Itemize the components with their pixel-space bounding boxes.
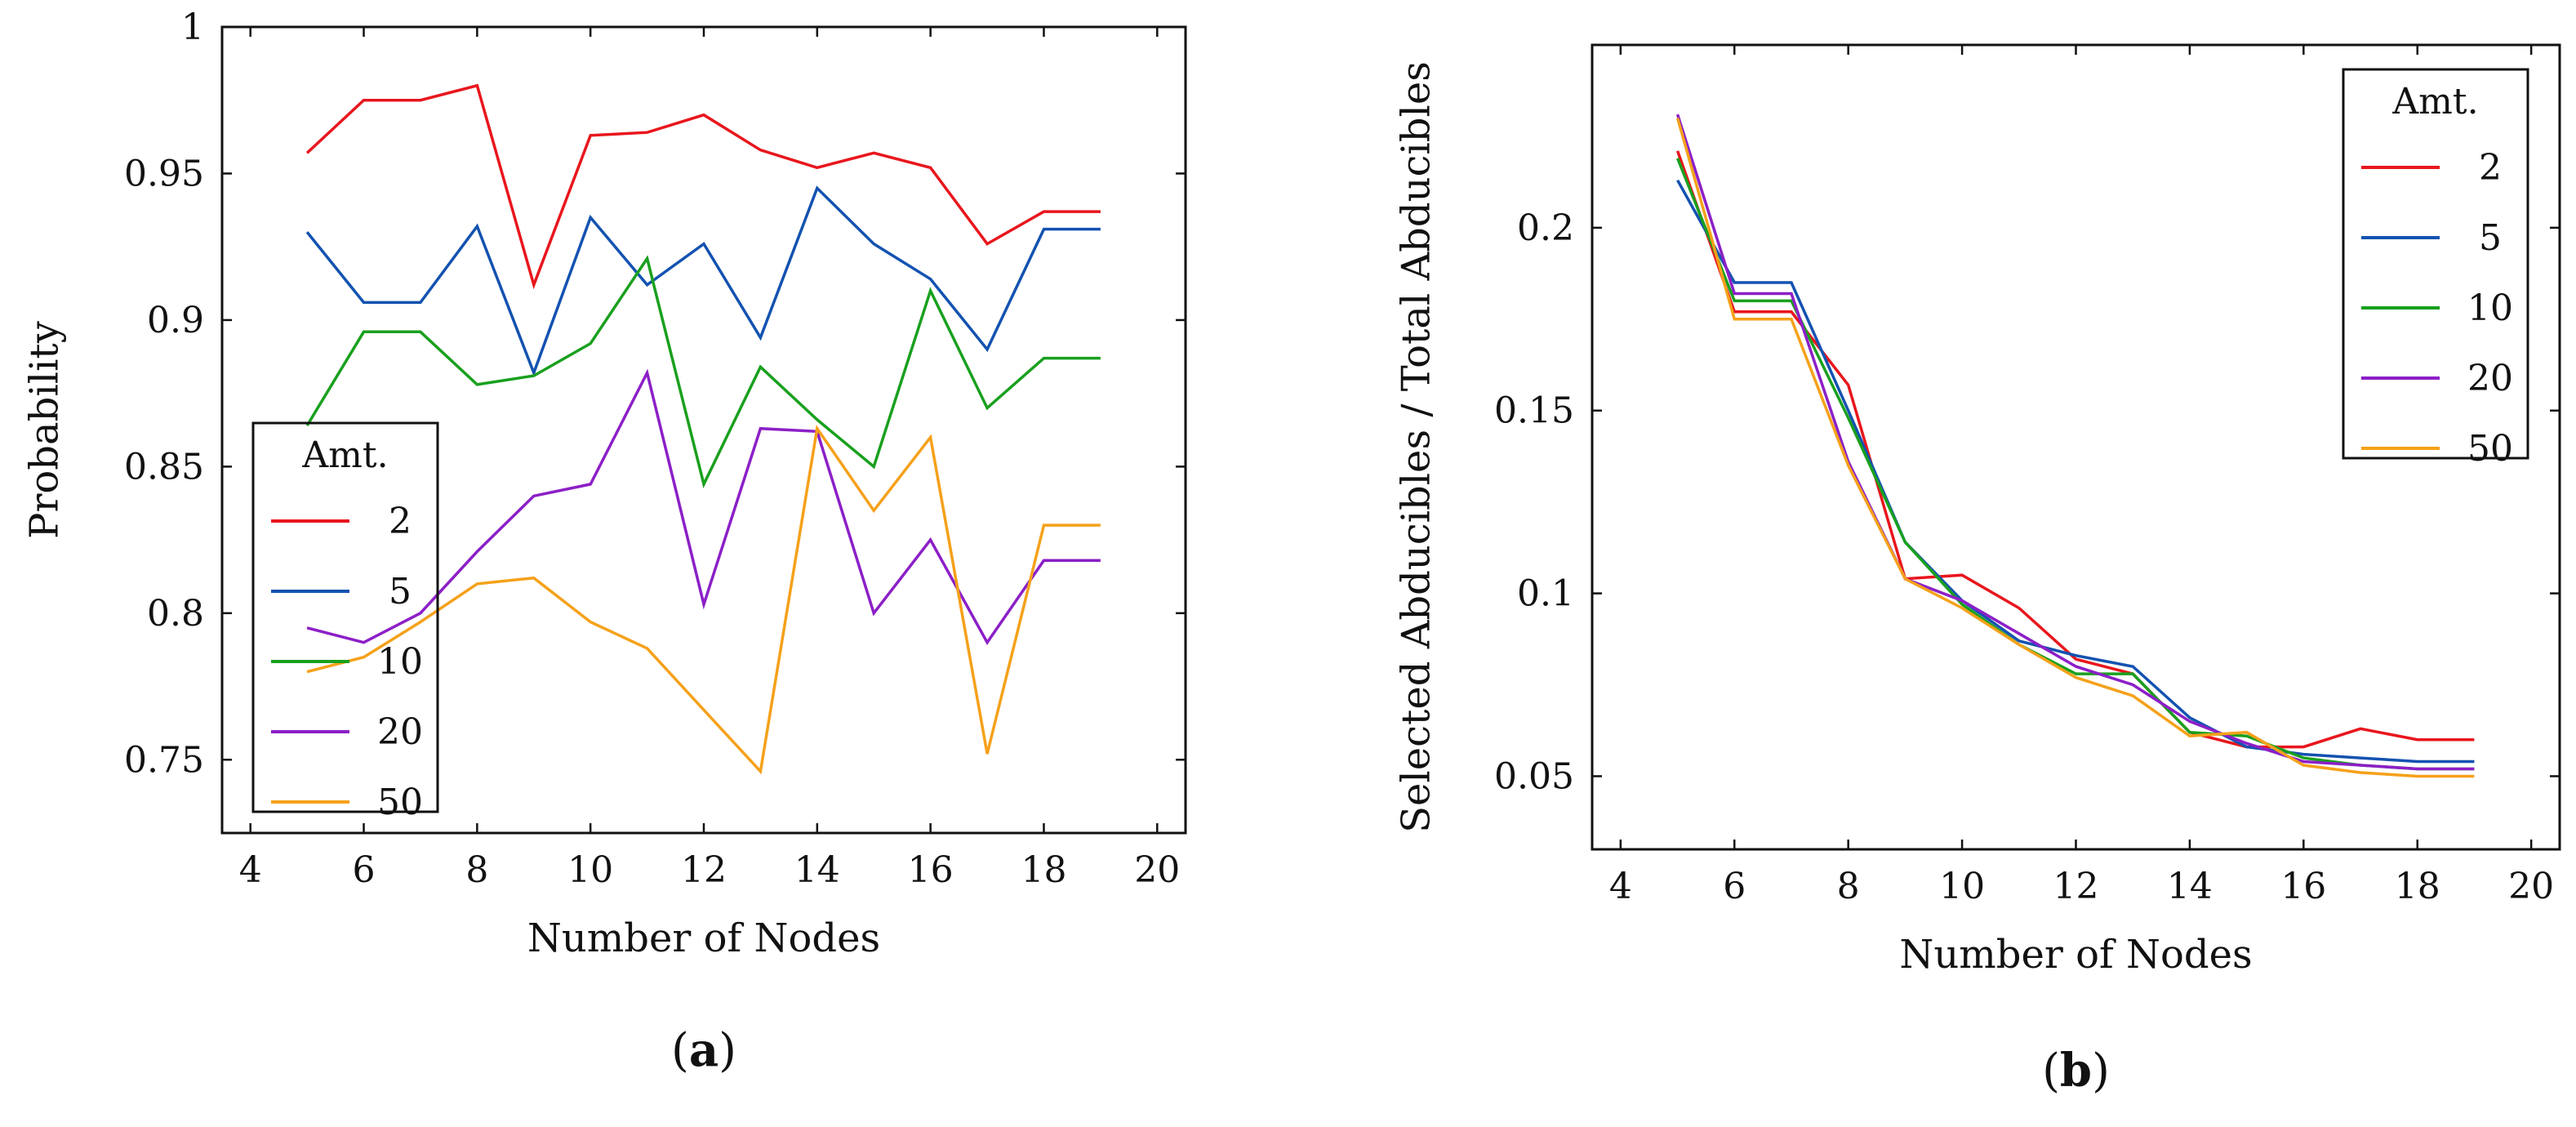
series-line-10 xyxy=(307,259,1101,484)
x-tick-label: 10 xyxy=(1939,866,1985,907)
legend: Amt.2 5 10 20 50 xyxy=(253,423,438,823)
y-tick-label: 0.75 xyxy=(124,739,204,781)
x-tick-label: 8 xyxy=(1837,866,1860,907)
legend-label-10: 10 xyxy=(2467,287,2513,329)
x-tick-label: 20 xyxy=(1134,849,1180,891)
panel-label-b: (b) xyxy=(2042,1044,2110,1098)
panel-label-letter: b xyxy=(2060,1044,2092,1098)
y-tick-label: 0.9 xyxy=(147,300,204,341)
x-tick-label: 14 xyxy=(794,849,840,891)
y-tick-label: 0.2 xyxy=(1517,207,1574,249)
legend-label-20: 20 xyxy=(2467,358,2513,399)
legend-label-10: 10 xyxy=(377,641,423,683)
panel-label-open-paren: ( xyxy=(2042,1045,2060,1098)
legend-label-50: 50 xyxy=(2467,428,2513,470)
legend-label-20: 20 xyxy=(377,711,423,753)
plot-frame xyxy=(222,27,1186,833)
panel-label-letter: a xyxy=(689,1023,719,1077)
panel-label-close-paren: ) xyxy=(719,1024,736,1077)
series-line-20 xyxy=(307,373,1101,643)
x-tick-label: 12 xyxy=(681,849,727,891)
panel-label-a: (a) xyxy=(671,1023,736,1077)
chart-panel-a: 4 6 8 10 12 14 16 18 20 0.75 0.8 0.85 0.9 0.95 1 Number… xyxy=(22,7,1186,1077)
y-tick-label: 0.85 xyxy=(124,446,204,488)
legend-box xyxy=(2343,69,2528,458)
legend-title: Amt. xyxy=(2391,81,2478,122)
x-tick-label: 10 xyxy=(567,849,613,891)
x-axis-label: Number of Nodes xyxy=(1899,932,2252,978)
series-line-50 xyxy=(1678,118,2475,777)
series-line-2 xyxy=(307,86,1101,285)
y-axis-label: Selected Abducibles / Total Abducibles xyxy=(1394,61,1439,833)
y-axis-label: Probability xyxy=(22,321,68,539)
legend: Amt.2 5 10 20 50 xyxy=(2343,69,2528,470)
x-axis-label: Number of Nodes xyxy=(527,915,880,961)
series-line-20 xyxy=(1678,114,2475,768)
y-tick-label: 0.8 xyxy=(147,593,204,635)
series-line-5 xyxy=(307,188,1101,372)
panel-label-open-paren: ( xyxy=(671,1024,689,1077)
x-tick-label: 4 xyxy=(239,849,262,891)
x-tick-label: 14 xyxy=(2167,866,2213,907)
x-tick-label: 6 xyxy=(353,849,376,891)
chart-panel-b: 4 6 8 10 12 14 16 18 20 0.05 0.1 0.15 0.2 Number of N… xyxy=(1394,45,2560,1098)
series-line-2 xyxy=(1678,151,2475,747)
x-tick-label: 12 xyxy=(2053,866,2099,907)
y-tick-label: 0.1 xyxy=(1517,573,1574,615)
y-tick-label: 0.95 xyxy=(124,153,204,194)
legend-label-2: 2 xyxy=(2479,147,2502,189)
x-tick-label: 4 xyxy=(1609,866,1632,907)
x-tick-label: 6 xyxy=(1723,866,1746,907)
x-tick-label: 16 xyxy=(908,849,954,891)
x-tick-label: 18 xyxy=(2395,866,2440,907)
y-tick-label: 0.05 xyxy=(1494,755,1574,797)
legend-label-50: 50 xyxy=(377,782,423,823)
y-tick-label: 1 xyxy=(181,7,204,48)
x-tick-label: 20 xyxy=(2508,866,2554,907)
legend-title: Amt. xyxy=(301,434,388,476)
y-tick-label: 0.15 xyxy=(1494,390,1574,432)
x-tick-label: 16 xyxy=(2280,866,2326,907)
figure: 4 6 8 10 12 14 16 18 20 0.75 0.8 0.85 0.9 0.95 1 Number… xyxy=(0,0,2576,1127)
x-tick-label: 18 xyxy=(1021,849,1066,891)
legend-label-2: 2 xyxy=(389,501,412,542)
legend-label-5: 5 xyxy=(2479,217,2502,259)
panel-label-close-paren: ) xyxy=(2092,1045,2110,1098)
x-tick-label: 8 xyxy=(465,849,488,891)
legend-label-5: 5 xyxy=(389,571,412,612)
